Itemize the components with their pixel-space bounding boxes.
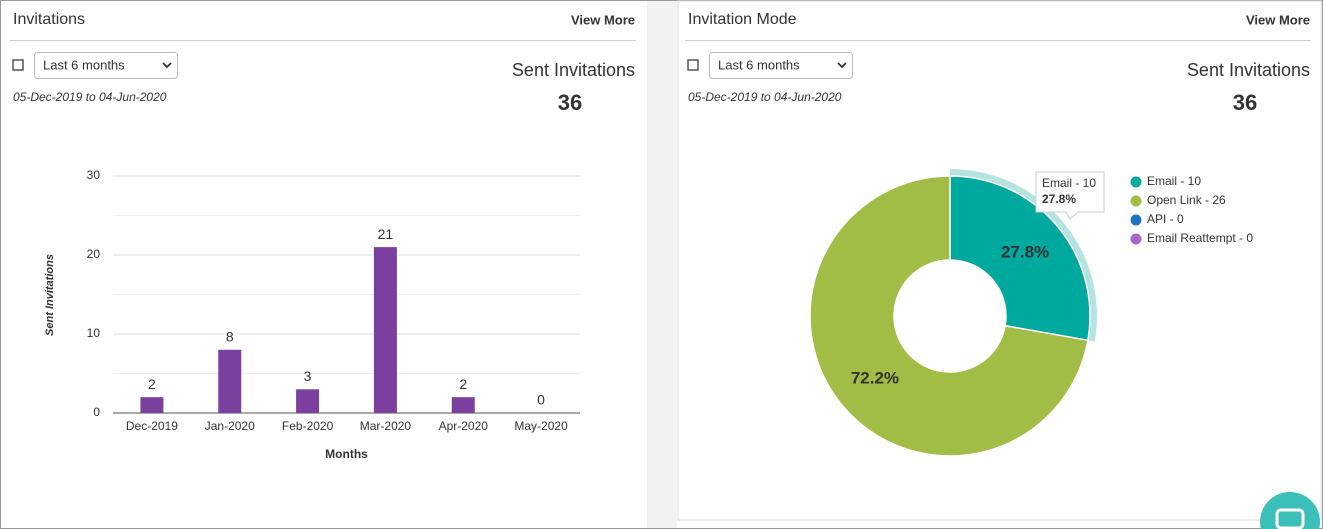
legend-label[interactable]: Email - 10 [1147,174,1201,188]
donut-slice[interactable] [809,175,1089,457]
legend-label[interactable]: API - 0 [1147,212,1184,226]
stat-value: 36 [558,90,582,115]
legend-swatch [1130,195,1142,207]
x-tick-label: May-2020 [514,419,568,433]
legend-label[interactable]: Open Link - 26 [1147,193,1226,207]
y-tick-label: 0 [93,405,100,419]
bar [296,389,320,413]
bar [140,397,164,413]
x-tick-label: Dec-2019 [126,419,178,433]
legend-swatch [1130,233,1142,245]
date-select-text: Last 6 months [718,57,800,72]
calendar-icon [687,59,699,71]
slice-label: 72.2% [851,368,899,387]
calendar-icon [12,59,24,71]
tooltip [1035,171,1105,220]
date-select[interactable] [709,52,853,79]
chat-icon [1275,508,1305,529]
stat-value: 36 [1233,90,1257,115]
y-tick-label: 10 [87,326,101,340]
view-more-link[interactable]: View More [571,12,635,27]
bar-value-label: 0 [537,392,545,408]
bar [218,349,242,413]
bar-value-label: 8 [226,329,234,345]
date-range: 05-Dec-2019 to 04-Jun-2020 [688,90,842,104]
x-tick-label: Jan-2020 [205,419,255,433]
date-select-text: Last 6 months [43,57,125,72]
x-tick-label: Mar-2020 [360,419,412,433]
bar-value-label: 3 [304,368,312,384]
x-tick-label: Feb-2020 [282,419,334,433]
y-tick-label: 20 [87,247,101,261]
tooltip-value: 27.8% [1042,192,1076,206]
x-axis-label: Months [325,447,368,461]
legend-swatch [1130,176,1142,188]
stat-label: Sent Invitations [512,60,635,80]
panel-title: Invitation Mode [688,11,797,28]
x-tick-label: Apr-2020 [439,419,489,433]
select-arrow [162,62,172,69]
bar-value-label: 2 [459,376,467,392]
donut-slice[interactable] [949,175,1091,342]
bar [373,247,397,413]
y-axis-label: Sent Invitations [44,254,56,336]
bar [451,397,475,413]
legend-swatch [1130,214,1142,226]
view-more-link[interactable]: View More [1246,12,1310,27]
date-range: 05-Dec-2019 to 04-Jun-2020 [13,90,167,104]
y-tick-label: 30 [87,168,101,182]
select-arrow [837,62,847,69]
slice-label: 27.8% [1001,242,1049,261]
date-select[interactable] [34,52,178,79]
gutter [647,1,677,528]
panel-title: Invitations [13,11,85,28]
bar-value-label: 2 [148,376,156,392]
legend-label[interactable]: Email Reattempt - 0 [1147,231,1253,245]
tooltip-title: Email - 10 [1042,176,1096,190]
stat-label: Sent Invitations [1187,60,1310,80]
bar-value-label: 21 [378,226,394,242]
